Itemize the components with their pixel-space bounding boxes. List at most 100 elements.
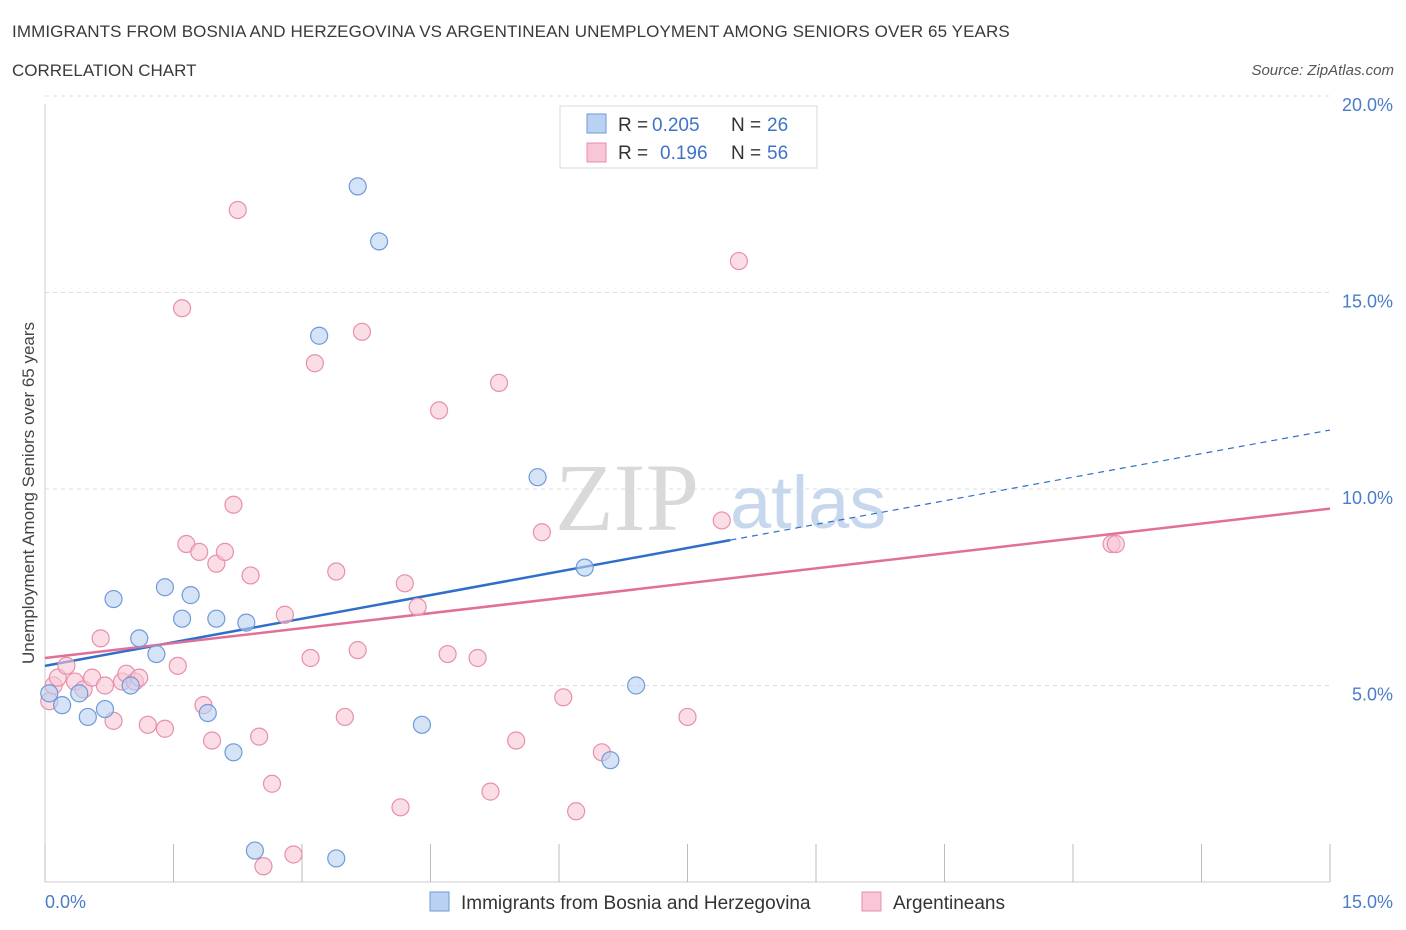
bosnia-point [95,699,115,719]
bosnia-point [53,696,72,715]
data-points [40,177,1125,876]
axes: 5.0% 10.0% 15.0% 20.0% 0.0% 15.0% [44,95,1393,912]
bosnia-point [130,629,149,648]
argentinean-point [395,574,414,593]
legend-swatch-pink [586,142,607,163]
bosnia-point [78,707,97,727]
bosnia-point [181,586,200,605]
argentinean-point [567,802,586,821]
bosnia-point [172,609,192,628]
argentinean-point [254,857,273,876]
bosnia-point [412,715,432,734]
bosnia-point [370,232,389,251]
argentinean-point [224,495,243,514]
bosnia-point [310,326,329,345]
source-credit: Source: ZipAtlas.com [1251,62,1394,79]
bosnia-point [121,676,140,695]
argentinean-point [438,644,457,664]
legend-swatch-blue [586,113,607,134]
bosnia-trend-extension [730,429,1331,541]
argentinean-point [554,688,573,707]
argentinean-point [305,354,324,373]
argentinean-point [729,251,749,271]
argentinean-point [275,605,294,624]
bosnia-point [155,578,175,597]
bosnia-point [601,751,620,770]
series-legend-label-pink: Argentineans [893,893,1005,914]
argentinean-point [95,676,115,695]
y-tick-label: 10.0% [1342,488,1393,508]
bosnia-point [575,558,594,577]
legend-r-label-blue: R = [618,115,648,136]
chart-subtitle: CORRELATION CHART [12,61,197,80]
series-legend: Immigrants from Bosnia and Herzegovina A… [429,891,1005,914]
argentinean-point [335,707,354,727]
argentinean-point [172,299,192,318]
legend-n-label-pink: N = [731,143,761,164]
argentinean-point [348,641,367,660]
bosnia-point [40,684,59,703]
stats-legend: R = 0.205 N = 26 R = 0.196 N = 56 [559,105,818,169]
trend-lines [44,429,1331,668]
argentinean-point [468,648,487,668]
argentinean-point [712,511,731,530]
argentinean-point [241,566,260,585]
argentinean-point [228,200,247,220]
bosnia-point [348,177,367,196]
argentinean-point [57,656,76,675]
argentinean-point [678,707,697,727]
argentinean-point [481,782,500,801]
series-legend-label-blue: Immigrants from Bosnia and Herzegovina [461,893,811,914]
argentinean-point [284,845,303,864]
legend-n-value-pink: 56 [767,143,788,164]
bosnia-point [147,644,166,664]
argentinean-point [301,648,320,668]
y-axis-label: Unemployment Among Seniors over 65 years [19,322,38,664]
bosnia-point [237,613,256,632]
argentinean-point [1106,534,1125,554]
argentinean-point [408,597,427,617]
bosnia-point [245,841,264,860]
argentinean-point [327,562,346,581]
chart-title: IMMIGRANTS FROM BOSNIA AND HERZEGOVINA V… [12,22,1010,41]
series-legend-swatch-pink [861,891,882,912]
watermark-zip: ZIP [555,444,699,551]
bosnia-point [626,676,646,695]
argentinean-point [352,322,372,341]
bosnia-point [224,743,243,762]
watermark-atlas: atlas [730,461,886,544]
grid-lines [45,95,1330,686]
legend-r-label-pink: R = [618,143,648,164]
argentinean-point [168,656,187,675]
x-tick-label: 15.0% [1342,892,1393,912]
argentinean-point [215,542,234,561]
legend-n-label-blue: N = [731,115,761,136]
legend-r-value-blue: 0.205 [652,115,700,136]
argentinean-point [250,727,269,746]
bosnia-point [198,703,217,723]
series-legend-swatch-blue [429,891,450,912]
argentinean-point [262,774,282,793]
argentinean-point [91,629,110,648]
argentinean-point [202,731,222,750]
argentinean-trend-line [44,507,1331,660]
argentinean-point [190,542,209,561]
y-tick-label: 15.0% [1342,292,1393,312]
argentinean-point [391,798,410,817]
y-tick-label: 20.0% [1342,95,1393,115]
bosnia-point [207,609,226,628]
argentinean-point [489,373,509,392]
legend-r-value-pink: 0.196 [660,143,708,164]
argentinean-point [532,523,551,542]
argentinean-point [429,401,449,420]
bosnia-point [327,849,346,868]
y-tick-label: 5.0% [1352,685,1393,705]
argentinean-point [138,715,157,734]
legend-n-value-blue: 26 [767,115,788,136]
x-tick-label: 0.0% [45,892,86,912]
bosnia-point [528,468,547,487]
argentinean-point [155,719,175,738]
argentinean-point [507,731,526,750]
watermark: ZIP atlas [555,444,886,551]
